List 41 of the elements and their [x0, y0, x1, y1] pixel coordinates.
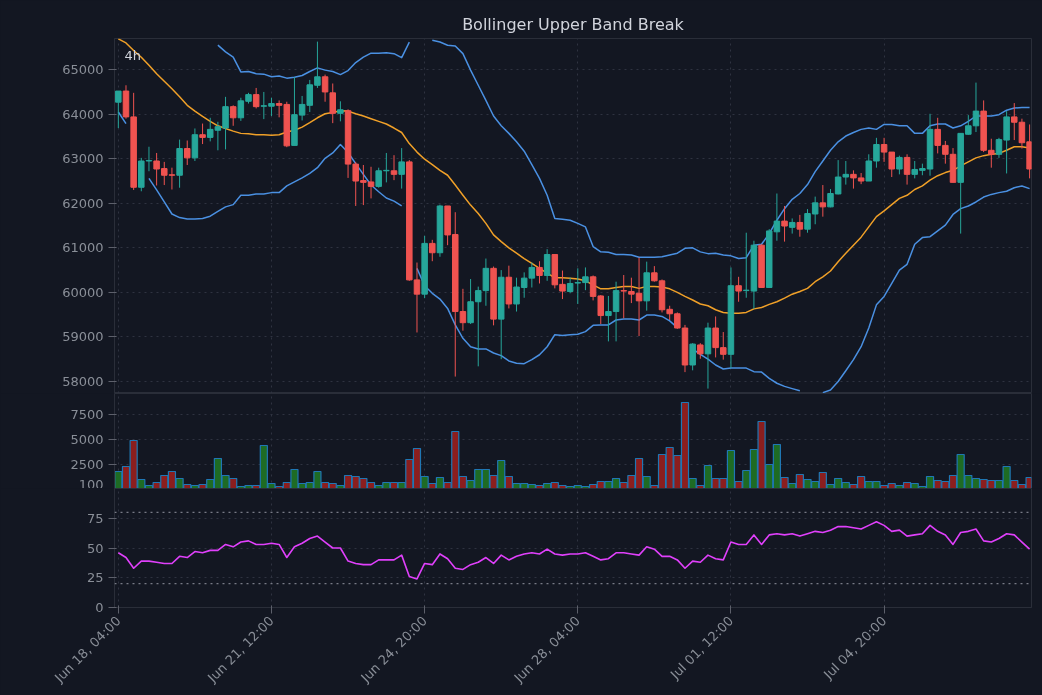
candlestick: [252, 87, 260, 109]
candlestick: [229, 104, 237, 127]
y-tick-label: 2500: [70, 457, 104, 472]
y-tick-label: 100: [78, 476, 104, 492]
candlestick: [183, 140, 191, 166]
candlestick: [896, 155, 903, 175]
y-tick-label: 75: [86, 510, 104, 526]
candlestick: [398, 147, 405, 190]
y-tick-label: 64000: [62, 106, 104, 122]
candlestick: [903, 153, 911, 186]
y-tick-label: 5000: [70, 432, 104, 447]
y-tick-label: 50: [86, 540, 104, 556]
candlestick: [199, 123, 206, 145]
y-tick-label: 61000: [62, 240, 104, 256]
candlestick: [781, 205, 788, 243]
annotation: 4h: [124, 47, 142, 63]
y-tick-label: 59000: [62, 329, 104, 345]
y-tick-label: 58000: [62, 373, 104, 389]
y-tick-label: 65000: [62, 62, 104, 78]
candlestick: [819, 184, 827, 218]
candlestick: [191, 127, 199, 162]
y-tick-label: 60000: [62, 284, 104, 300]
y-tick-label: 0: [95, 600, 104, 615]
candlestick: [321, 74, 329, 103]
candlestick: [337, 100, 344, 122]
candlestick: [735, 276, 742, 303]
y-tick-label: 62000: [62, 195, 104, 211]
candlestick: [1011, 102, 1018, 141]
y-tick-label: 7500: [70, 407, 104, 422]
chart-title: Bollinger Upper Band Break: [462, 14, 685, 34]
candlestick: [115, 90, 122, 129]
candlestick: [972, 82, 980, 133]
y-tick-label: 25: [86, 570, 104, 586]
candlestick: [329, 82, 336, 124]
candlestick: [536, 260, 543, 284]
candlestick: [390, 154, 398, 181]
y-tick-label: 63000: [62, 151, 104, 167]
candlestick: [429, 239, 436, 262]
candlestick: [689, 342, 696, 371]
candlestick: [543, 248, 551, 282]
candlestick: [796, 214, 804, 238]
